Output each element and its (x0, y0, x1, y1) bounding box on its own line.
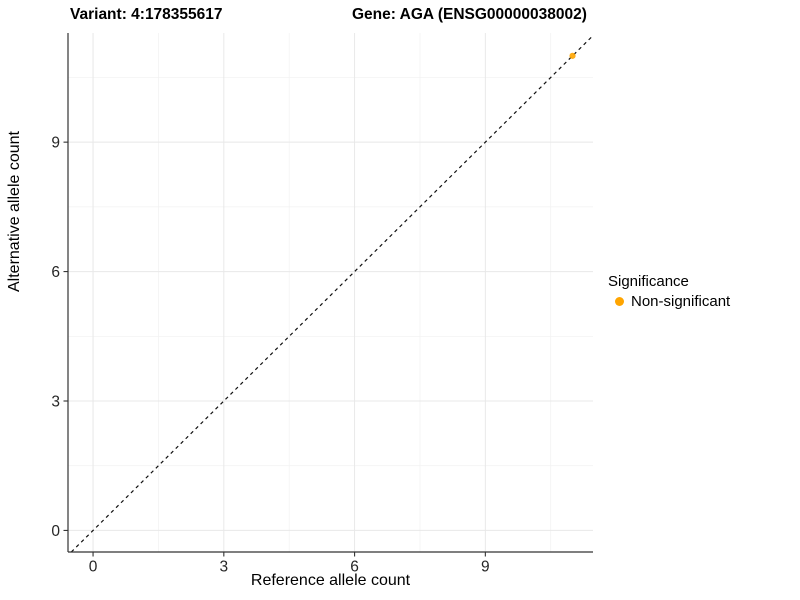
legend-point-icon (615, 297, 624, 306)
y-tick-label: 6 (51, 264, 60, 281)
y-tick-label: 9 (51, 135, 60, 152)
x-tick-label: 6 (350, 559, 359, 576)
x-tick-label: 3 (220, 559, 229, 576)
x-axis-title: Reference allele count (250, 572, 411, 589)
legend: Significance Non-significant (608, 272, 730, 310)
variant-title: Variant: 4:178355617 (70, 6, 223, 23)
legend-item-non-significant: Non-significant (608, 293, 730, 310)
legend-title: Significance (608, 273, 689, 290)
y-tick-label: 0 (51, 523, 60, 540)
x-tick-label: 0 (89, 559, 98, 576)
y-tick-label: 3 (51, 394, 60, 411)
data-point[interactable] (569, 52, 576, 59)
gene-title: Gene: AGA (ENSG00000038002) (352, 6, 587, 23)
legend-item-label: Non-significant (631, 293, 731, 310)
identity-dashed-line (70, 35, 594, 553)
x-tick-label: 9 (481, 559, 490, 576)
